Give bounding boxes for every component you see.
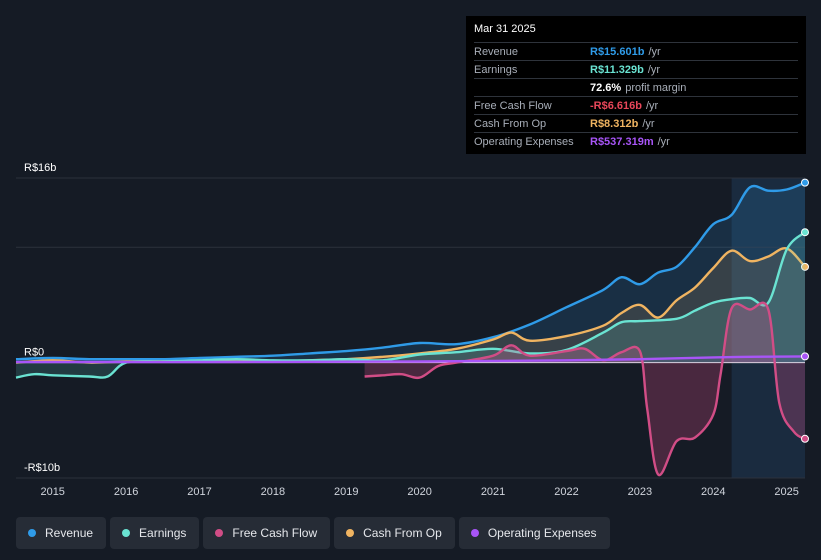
x-tick-label: 2018 — [261, 486, 285, 498]
legend: Revenue Earnings Free Cash Flow Cash Fro… — [16, 517, 610, 549]
legend-item-earnings[interactable]: Earnings — [110, 517, 200, 549]
series-area-revenue — [16, 182, 805, 363]
y-tick-label: R$0 — [24, 347, 44, 359]
legend-item-free-cash-flow[interactable]: Free Cash Flow — [203, 517, 331, 549]
operating-expenses-dot-icon — [470, 529, 479, 537]
y-tick-label: -R$10b — [24, 462, 60, 474]
series-line-free-cash-flow — [364, 301, 806, 477]
legend-item-revenue[interactable]: Revenue — [16, 517, 107, 549]
x-tick-label: 2023 — [628, 486, 652, 498]
series-end-point — [801, 178, 809, 187]
legend-label: Cash From Op — [363, 526, 442, 540]
y-tick-label: R$16b — [24, 162, 56, 174]
tooltip-row-value: R$11.329b — [590, 63, 644, 76]
tooltip-row-value: R$15.601b — [590, 45, 645, 58]
x-tick-label: 2015 — [40, 486, 64, 498]
series-area-free-cash-flow — [364, 302, 805, 476]
tooltip-row-label: Free Cash Flow — [474, 99, 552, 112]
tooltip-row-unit: /yr — [642, 117, 655, 130]
x-tick-label: 2020 — [407, 486, 431, 498]
tooltip-row-value: R$537.319m — [590, 135, 654, 148]
tooltip-row-value: 72.6% — [590, 81, 622, 94]
series-end-point — [801, 228, 809, 237]
free-cash-flow-dot-icon — [215, 529, 224, 537]
x-tick-label: 2025 — [774, 486, 798, 498]
tooltip-row-unit: /yr — [657, 135, 670, 148]
cash-from-op-dot-icon — [346, 529, 355, 537]
legend-item-operating-expenses[interactable]: Operating Expenses — [458, 517, 610, 549]
tooltip-row: 72.6% profit margin — [474, 78, 798, 96]
x-tick-label: 2016 — [114, 486, 138, 498]
tooltip-row-unit: profit margin — [625, 81, 687, 94]
tooltip-row: Operating Expenses R$537.319m/yr — [474, 132, 798, 150]
tooltip-row: Free Cash Flow -R$6.616b/yr — [474, 96, 798, 114]
tooltip-row-label: Earnings — [474, 63, 518, 76]
tooltip-row-label: Cash From Op — [474, 117, 547, 130]
legend-label: Free Cash Flow — [232, 526, 318, 540]
tooltip-row-value: -R$6.616b — [590, 99, 642, 112]
x-tick-label: 2017 — [187, 486, 211, 498]
chart-svg: R$16b R$0 -R$10b 2015 2016 2017 2018 2019 2020 20… — [15, 162, 809, 498]
x-tick-label: 2019 — [334, 486, 358, 498]
series-end-point — [801, 434, 809, 443]
legend-label: Earnings — [139, 526, 187, 540]
tooltip-row: Earnings R$11.329b/yr — [474, 60, 798, 78]
series-area-cash-from-op — [16, 248, 805, 363]
tooltip-row-unit: /yr — [645, 99, 659, 112]
tooltip-row-unit: /yr — [648, 45, 661, 58]
tooltip-row-label: Operating Expenses — [474, 135, 574, 148]
x-tick-label: 2024 — [701, 486, 725, 498]
highlight-region — [731, 178, 805, 478]
tooltip-panel: Mar 31 2025 Revenue R$15.601b/yr Earnings R… — [466, 16, 806, 154]
tooltip-row-label: Revenue — [474, 45, 519, 58]
legend-label: Operating Expenses — [487, 526, 597, 540]
series-end-point — [801, 262, 809, 271]
legend-item-cash-from-op[interactable]: Cash From Op — [334, 517, 455, 549]
series-line-earnings — [15, 231, 806, 379]
series-line-operating-expenses — [15, 355, 806, 364]
tooltip-row: Cash From Op R$8.312b/yr — [474, 114, 798, 132]
revenue-dot-icon — [28, 529, 36, 537]
earnings-dot-icon — [122, 529, 131, 537]
series-end-point — [801, 352, 809, 361]
tooltip-row: Revenue R$15.601b/yr — [474, 42, 798, 60]
x-tick-label: 2021 — [481, 486, 505, 498]
x-tick-label: 2022 — [554, 486, 578, 498]
tooltip-row-value: R$8.312b — [590, 117, 639, 130]
legend-label: Revenue — [45, 526, 94, 540]
series-area-operating-expenses — [16, 356, 805, 363]
tooltip-date: Mar 31 2025 — [474, 23, 536, 35]
series-area-earnings — [16, 232, 805, 378]
tooltip-row-unit: /yr — [647, 63, 661, 76]
